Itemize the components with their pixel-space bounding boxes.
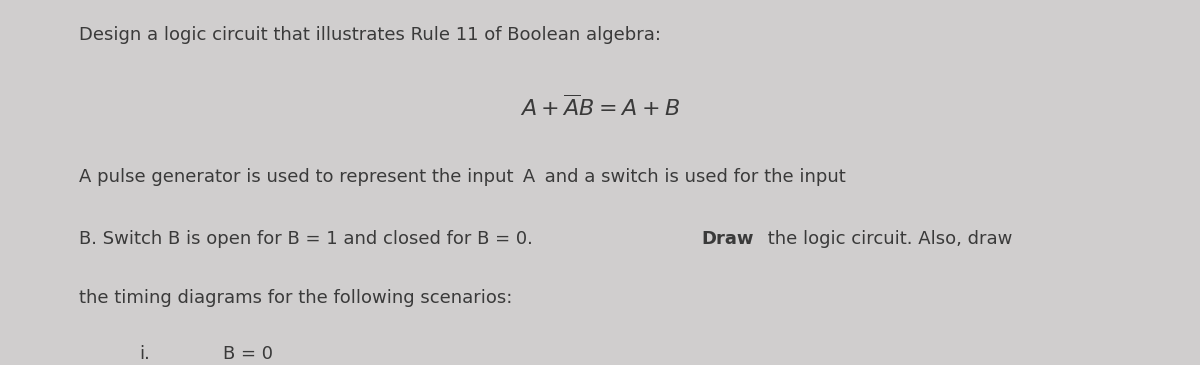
Text: the logic circuit. Also, draw: the logic circuit. Also, draw <box>762 230 1012 249</box>
Text: $A + \overline{A}B = A + B$: $A + \overline{A}B = A + B$ <box>520 95 680 120</box>
Text: Draw: Draw <box>702 230 755 249</box>
Text: Design a logic circuit that illustrates Rule 11 of Boolean algebra:: Design a logic circuit that illustrates … <box>79 26 661 44</box>
Text: A pulse generator is used to represent the input  A  and a switch is used for th: A pulse generator is used to represent t… <box>79 168 846 186</box>
Text: B. Switch B is open for B = 1 and closed for B = 0.: B. Switch B is open for B = 1 and closed… <box>79 230 539 249</box>
Text: the timing diagrams for the following scenarios:: the timing diagrams for the following sc… <box>79 289 512 307</box>
Text: B = 0: B = 0 <box>223 345 272 363</box>
Text: i.: i. <box>139 345 150 363</box>
